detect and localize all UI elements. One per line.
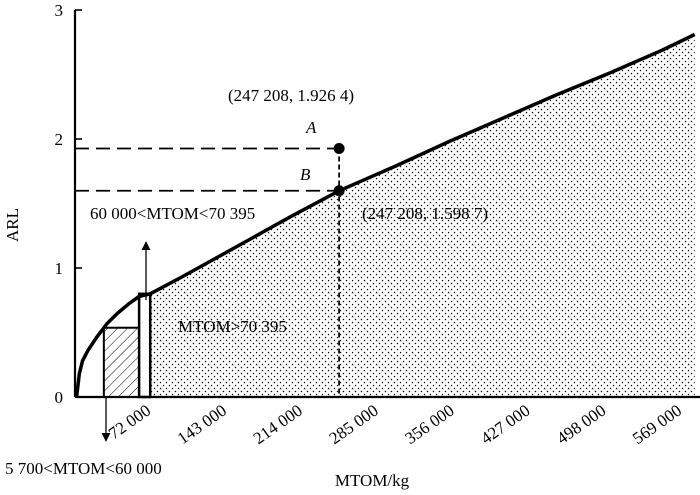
y-axis-label: ARL bbox=[3, 208, 22, 242]
x-tick-label: 427 000 bbox=[477, 401, 533, 448]
region-narrow bbox=[137, 292, 152, 399]
point-a-coord-label: (247 208, 1.926 4) bbox=[228, 86, 354, 105]
series-curve bbox=[74, 32, 696, 398]
point-a-marker bbox=[333, 142, 345, 154]
region-dotted bbox=[150, 34, 695, 397]
x-tick-label: 72 000 bbox=[105, 401, 154, 443]
point-a-name: A bbox=[305, 118, 317, 137]
region-label-mid: 60 000<MTOM<70 395 bbox=[90, 204, 255, 223]
y-tick-label: 3 bbox=[55, 1, 64, 20]
x-tick-label: 214 000 bbox=[250, 401, 306, 448]
region-label-left: 5 700<MTOM<60 000 bbox=[5, 459, 162, 478]
x-tick-label: 285 000 bbox=[326, 401, 382, 448]
x-axis-label: MTOM/kg bbox=[335, 471, 410, 490]
region-hatched bbox=[102, 326, 141, 398]
x-tick-label: 356 000 bbox=[401, 401, 457, 448]
point-b-marker bbox=[333, 185, 345, 197]
points bbox=[333, 142, 345, 197]
x-tick-label: 498 000 bbox=[553, 401, 609, 448]
y-tick-label: 2 bbox=[55, 130, 64, 149]
y-tick-label: 1 bbox=[55, 259, 64, 278]
shaded-regions bbox=[102, 34, 695, 399]
x-tick-label: 143 000 bbox=[174, 401, 230, 448]
point-b-name: B bbox=[300, 165, 311, 184]
y-tick-label: 0 bbox=[55, 388, 64, 407]
region-label-right: MTOM>70 395 bbox=[178, 317, 287, 336]
point-b-coord-label: (247 208, 1.598 7) bbox=[362, 204, 488, 223]
x-tick-label: 569 000 bbox=[629, 401, 685, 448]
